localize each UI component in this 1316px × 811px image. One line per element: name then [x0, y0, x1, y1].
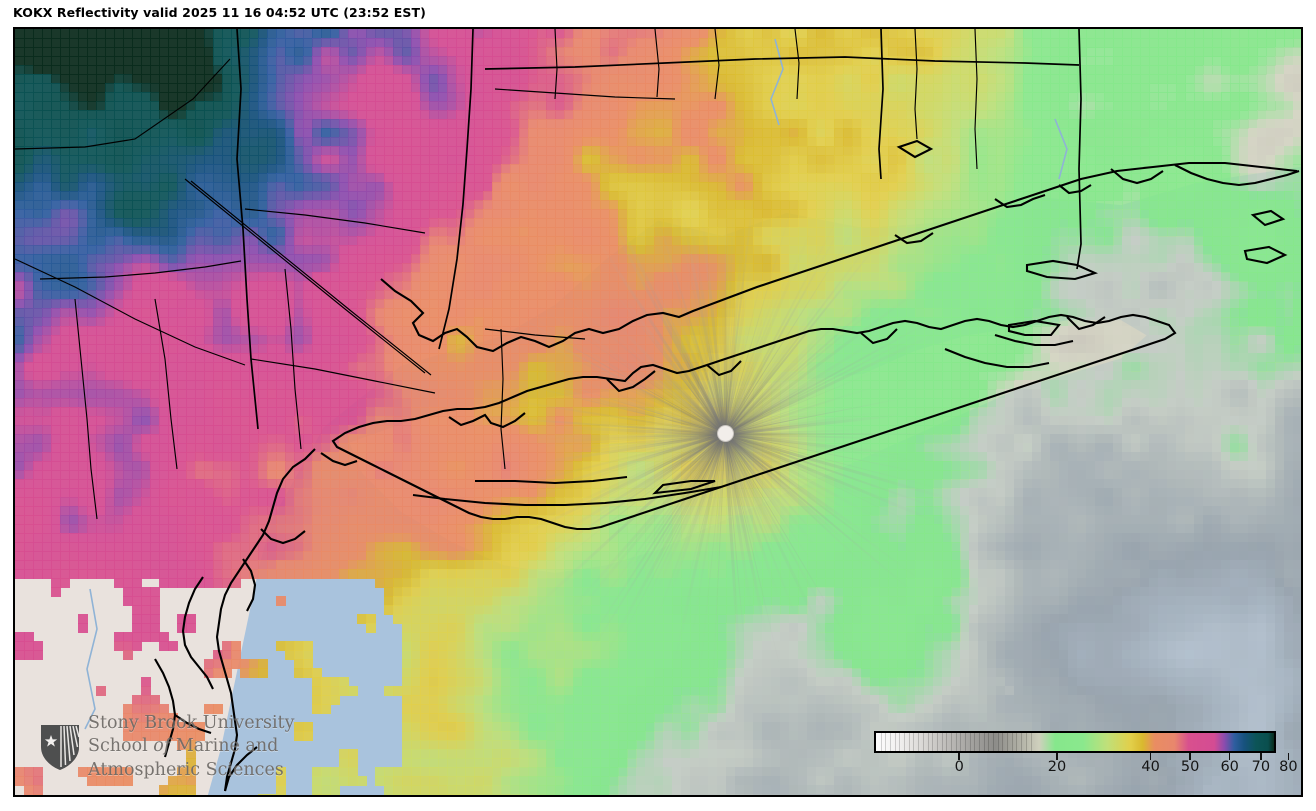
page-title: KOKX Reflectivity valid 2025 11 16 04:52…	[13, 5, 426, 20]
colorbar-level-bands	[876, 733, 1274, 751]
radar-viewer: KOKX Reflectivity valid 2025 11 16 04:52…	[0, 0, 1316, 811]
colorbar[interactable]: 0 20 40 50 60 70 80	[874, 731, 1290, 753]
colorbar-tick-labels: 0 20 40 50 60 70 80	[874, 759, 1290, 779]
political-boundaries	[15, 29, 1301, 795]
colorbar-tick-label: 60	[1220, 759, 1238, 775]
colorbar-tick-label: 40	[1141, 759, 1159, 775]
colorbar-tick-label: 0	[955, 759, 964, 775]
radar-map[interactable]: Stony Brook University School of Marine …	[13, 27, 1303, 797]
colorbar-tick-label: 50	[1181, 759, 1199, 775]
colorbar-tick-label: 70	[1252, 759, 1270, 775]
map-canvas: Stony Brook University School of Marine …	[15, 29, 1301, 795]
colorbar-tick-label: 20	[1048, 759, 1066, 775]
colorbar-gradient-box	[874, 731, 1276, 753]
colorbar-tick-label: 80	[1279, 759, 1297, 775]
